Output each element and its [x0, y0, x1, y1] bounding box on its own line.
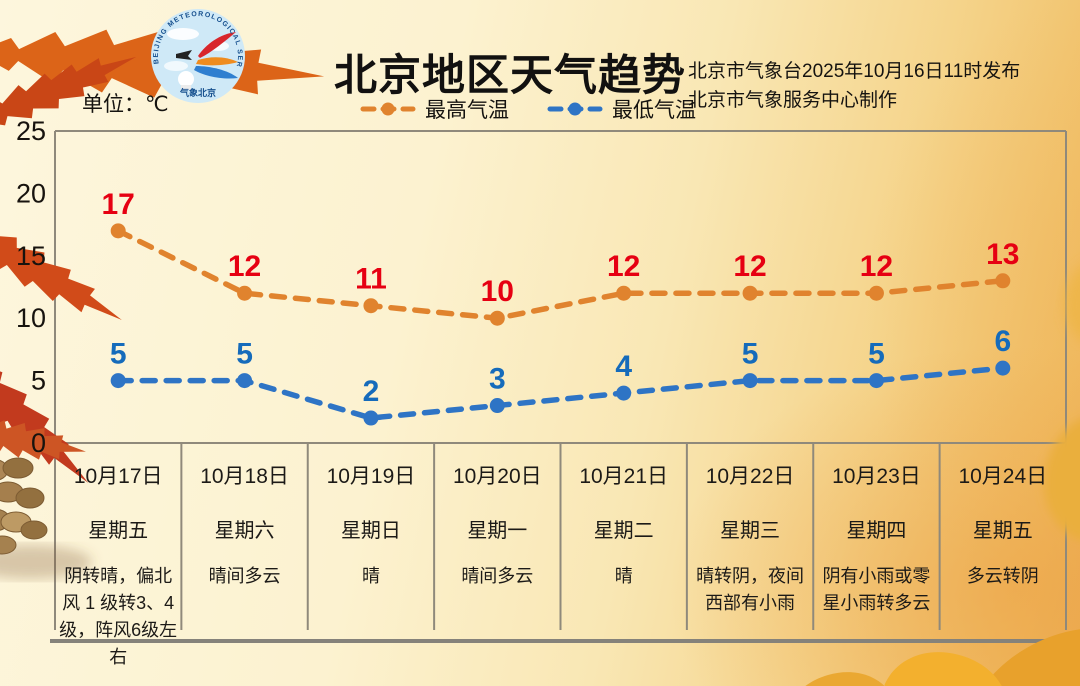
forecast-weekday: 星期五	[972, 520, 1033, 542]
max-temp-point	[868, 285, 884, 301]
min-temp-value-label: 5	[868, 338, 885, 371]
logo-blue-ribbon	[194, 66, 238, 79]
max-temp-value-label: 10	[481, 275, 514, 308]
min-temp-value-label: 5	[742, 338, 759, 371]
max-temp-value-label: 12	[607, 250, 640, 283]
max-temp-point	[489, 310, 505, 326]
min-temp-value-label: 3	[489, 363, 506, 396]
forecast-column: 10月23日 星期四阴有小雨或零星小雨转多云	[814, 449, 938, 631]
forecast-date: 10月21日	[579, 465, 669, 488]
forecast-weekday: 星期五	[88, 520, 149, 542]
forecast-date: 10月23日	[832, 465, 921, 488]
max-temp-value-label: 12	[860, 250, 893, 283]
forecast-weather: 阴有小雨或零星小雨转多云	[822, 566, 931, 613]
min-temp-point	[489, 398, 505, 414]
beijing-meteorological-service-logo: BEIJING METEOROLOGICAL SERVICE 气象北京	[145, 1, 248, 106]
min-temp-value-label: 2	[363, 375, 380, 408]
min-temp-point	[110, 373, 126, 389]
forecast-weather: 晴间多云	[461, 566, 534, 586]
page-title: 北京地区天气趋势	[334, 51, 686, 100]
forecast-weekday: 星期一	[467, 520, 528, 542]
y-axis-tick-label: 0	[31, 428, 46, 458]
forecast-column: 10月17日 星期五阴转晴，偏北风 1 级转3、4 级，阵风6级左右	[56, 449, 180, 667]
unit-label: 单位：℃	[82, 93, 169, 116]
forecast-date: 10月20日	[452, 465, 542, 488]
max-temp-point	[616, 285, 632, 301]
max-temp-value-label: 17	[102, 188, 135, 221]
forecast-column: 10月20日 星期一晴间多云	[435, 449, 559, 631]
forecast-date: 10月22日	[705, 465, 795, 488]
max-temp-point	[363, 298, 379, 314]
y-axis-tick-label: 20	[16, 178, 46, 208]
forecast-date: 10月19日	[326, 465, 416, 488]
legend-item-max: 最高气温	[360, 94, 509, 124]
forecast-weather: 晴	[614, 566, 633, 586]
issue-line: 北京市气象台2025年10月16日11时发布	[688, 61, 1021, 82]
legend-label-max: 最高气温	[425, 99, 509, 122]
min-temp-point	[237, 373, 253, 389]
max-series-swatch-icon	[360, 102, 416, 116]
forecast-column: 10月24日 星期五多云转阴	[941, 449, 1065, 631]
logo-red-ribbon	[198, 32, 236, 58]
forecast-weather: 晴	[361, 566, 380, 586]
forecast-column: 10月19日 星期日晴	[309, 449, 433, 631]
forecast-weekday: 星期四	[846, 520, 907, 542]
min-temp-value-label: 5	[110, 338, 127, 371]
logo-orange-ribbon	[196, 57, 238, 66]
max-temp-point	[742, 285, 758, 301]
forecast-weekday: 星期二	[593, 520, 654, 542]
min-temp-point	[868, 373, 884, 389]
forecast-column: 10月21日 星期二晴	[562, 449, 686, 631]
forecast-weekday: 星期六	[214, 520, 275, 542]
y-axis-tick-label: 5	[31, 366, 46, 396]
y-axis-tick-label: 10	[16, 303, 46, 333]
logo-observatory-dome	[178, 71, 194, 87]
forecast-date: 10月18日	[200, 465, 289, 488]
forecast-date: 10月17日	[73, 465, 163, 488]
forecast-weekday: 星期日	[340, 520, 401, 542]
max-temp-point	[995, 273, 1011, 289]
forecast-column: 10月18日 星期六晴间多云	[182, 449, 306, 631]
forecast-column: 10月22日 星期三晴转阴，夜间西部有小雨	[688, 449, 812, 631]
min-temp-point	[363, 410, 379, 426]
chart-legend: 最高气温 最低气温	[360, 94, 696, 124]
max-temp-value-label: 12	[733, 250, 766, 283]
y-axis-tick-label: 15	[16, 241, 46, 271]
forecast-weather: 晴转阴，夜间西部有小雨	[696, 566, 805, 613]
max-temp-line	[115, 228, 1006, 321]
max-temp-value-label: 12	[228, 250, 261, 283]
max-temp-point	[237, 285, 253, 301]
max-temp-value-label: 11	[355, 263, 387, 296]
max-temp-value-label: 13	[986, 238, 1019, 271]
min-temp-value-label: 6	[994, 325, 1011, 358]
logo-shuttle-icon	[176, 50, 192, 60]
legend-item-min: 最低气温	[547, 94, 696, 124]
min-temp-value-label: 5	[236, 338, 253, 371]
legend-label-min: 最低气温	[612, 99, 696, 122]
min-temp-value-label: 4	[615, 350, 632, 383]
min-temp-point	[995, 360, 1011, 376]
forecast-weather: 阴转晴，偏北风 1 级转3、4 级，阵风6级左右	[59, 566, 178, 667]
min-temp-line	[115, 365, 1006, 421]
y-axis-tick-label: 25	[16, 116, 46, 146]
issue-block: 北京市气象台2025年10月16日11时发布 北京市气象服务中心制作	[688, 57, 1020, 115]
logo-bottom-text: 气象北京	[179, 87, 216, 98]
forecast-weather: 晴间多云	[208, 566, 281, 586]
min-temp-point	[742, 373, 758, 389]
producer-line: 北京市气象服务中心制作	[688, 90, 898, 111]
max-temp-point	[110, 223, 126, 239]
forecast-weekday: 星期三	[720, 520, 781, 542]
min-temp-point	[616, 385, 632, 401]
forecast-weather: 多云转阴	[966, 566, 1039, 586]
forecast-date: 10月24日	[958, 465, 1048, 488]
min-series-swatch-icon	[547, 102, 603, 116]
